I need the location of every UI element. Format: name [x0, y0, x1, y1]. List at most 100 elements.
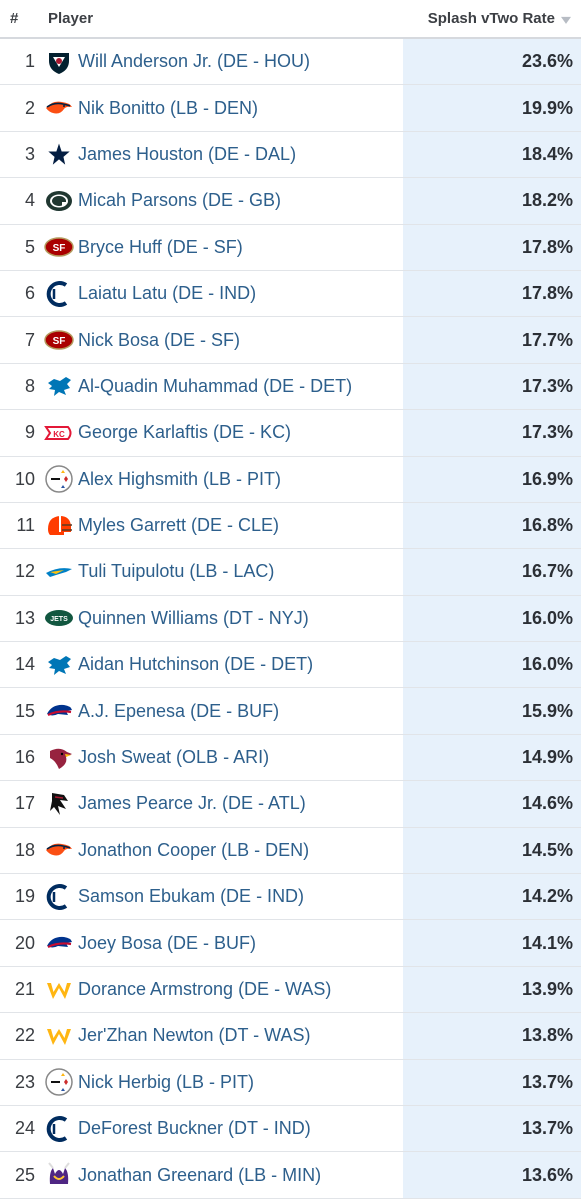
table-row: 8 Al-Quadin Muhammad (DE - DET) 17.3% [0, 363, 581, 411]
rank-cell: 25 [14, 1164, 35, 1185]
rank-cell: 18 [14, 839, 35, 860]
steelers-logo-icon [44, 1067, 74, 1097]
bills-logo-icon [44, 696, 74, 726]
svg-text:SF: SF [53, 336, 66, 347]
rank-column-header: # [10, 10, 19, 27]
lions-logo-icon [44, 650, 74, 680]
table-row: 4 Micah Parsons (DE - GB) 18.2% [0, 178, 581, 225]
player-link[interactable]: Nick Bosa (DE - SF) [78, 329, 241, 350]
player-link[interactable]: Al-Quadin Muhammad (DE - DET) [78, 375, 353, 396]
player-link[interactable]: Samson Ebukam (DE - IND) [78, 886, 305, 907]
player-link[interactable]: Josh Sweat (OLB - ARI) [78, 747, 270, 768]
player-link[interactable]: Jer'Zhan Newton (DT - WAS) [78, 1025, 311, 1046]
player-link[interactable]: Alex Highsmith (LB - PIT) [78, 468, 282, 489]
player-link[interactable]: Myles Garrett (DE - CLE) [78, 515, 280, 536]
rank-cell: 19 [14, 886, 35, 907]
49ers-logo-icon: SF [44, 325, 74, 355]
table-row: 2 Nik Bonitto (LB - DEN) 19.9% [0, 85, 581, 132]
commanders-logo-icon [44, 975, 74, 1005]
packers-logo-icon [44, 186, 74, 216]
texans-logo-icon [44, 47, 74, 77]
table-row: 7 SF Nick Bosa (DE - SF) 17.7% [0, 317, 581, 364]
table-row: 6 Laiatu Latu (DE - IND) 17.8% [0, 270, 581, 318]
player-link[interactable]: Laiatu Latu (DE - IND) [78, 283, 257, 304]
svg-text:SF: SF [53, 243, 66, 254]
splash-rate-cell: 16.0% [403, 595, 581, 642]
splash-rate-cell: 17.7% [403, 317, 581, 363]
rank-cell: 13 [14, 607, 35, 628]
player-link[interactable]: DeForest Buckner (DT - IND) [78, 1118, 311, 1139]
player-link[interactable]: Tuli Tuipulotu (LB - LAC) [78, 561, 275, 582]
rate-column-header[interactable]: Splash vTwo Rate [403, 10, 581, 27]
player-link[interactable]: Nick Herbig (LB - PIT) [78, 1071, 255, 1092]
player-link[interactable]: Will Anderson Jr. (DE - HOU) [78, 51, 311, 72]
player-link[interactable]: James Houston (DE - DAL) [78, 143, 297, 164]
commanders-logo-icon [44, 1021, 74, 1051]
table-row: 21 Dorance Armstrong (DE - WAS) 13.9% [0, 966, 581, 1014]
player-link[interactable]: Jonathan Greenard (LB - MIN) [78, 1164, 322, 1185]
bills-logo-icon [44, 928, 74, 958]
splash-rate-cell: 14.9% [403, 734, 581, 781]
splash-rate-cell: 14.1% [403, 920, 581, 966]
player-link[interactable]: James Pearce Jr. (DE - ATL) [78, 793, 306, 814]
player-link[interactable]: Bryce Huff (DE - SF) [78, 236, 243, 257]
steelers-logo-icon [44, 464, 74, 494]
rank-cell: 4 [24, 190, 35, 211]
player-link[interactable]: A.J. Epenesa (DE - BUF) [78, 700, 280, 721]
player-link[interactable]: Dorance Armstrong (DE - WAS) [78, 979, 332, 999]
sort-descending-icon[interactable] [561, 16, 571, 24]
splash-rate-cell: 13.9% [403, 966, 581, 1013]
player-link[interactable]: Quinnen Williams (DT - NYJ) [78, 607, 309, 628]
table-row: 12 Tuli Tuipulotu (LB - LAC) 16.7% [0, 549, 581, 596]
rank-cell: 20 [14, 932, 35, 953]
rate-column-header-label: Splash vTwo Rate [427, 10, 555, 27]
rank-cell: 12 [14, 561, 35, 582]
table-row: 25 Jonathan Greenard (LB - MIN) 13.6% [0, 1152, 581, 1199]
table-body: 1 Will Anderson Jr. (DE - HOU) 23.6% 2 Nik B… [0, 39, 581, 1199]
table-row: 9 KC George Karlaftis (DE - KC) 17.3% [0, 410, 581, 457]
browns-logo-icon [44, 511, 74, 541]
rank-cell: 7 [24, 329, 35, 350]
player-link[interactable]: Nik Bonitto (LB - DEN) [78, 97, 259, 118]
table-row: 10 Alex Highsmith (LB - PIT) 16.9% [0, 456, 581, 503]
rank-cell: 5 [24, 236, 35, 257]
table-row: 13 JETS Quinnen Williams (DT - NYJ) 16.0% [0, 595, 581, 643]
splash-rate-cell: 16.9% [403, 456, 581, 502]
splash-rate-cell: 13.8% [403, 1013, 581, 1059]
player-link[interactable]: Joey Bosa (DE - BUF) [78, 932, 257, 953]
svg-text:KC: KC [53, 430, 65, 439]
lions-logo-icon [44, 371, 74, 401]
table-row: 1 Will Anderson Jr. (DE - HOU) 23.6% [0, 39, 581, 86]
49ers-logo-icon: SF [44, 232, 74, 262]
rank-cell: 8 [24, 375, 35, 396]
rank-cell: 1 [24, 51, 35, 72]
falcons-logo-icon [44, 789, 74, 819]
table-row: 24 DeForest Buckner (DT - IND) 13.7% [0, 1105, 581, 1153]
splash-rate-cell: 13.7% [403, 1059, 581, 1105]
player-link[interactable]: George Karlaftis (DE - KC) [78, 422, 292, 443]
rank-cell: 9 [24, 422, 35, 443]
chargers-logo-icon [44, 557, 74, 587]
colts-logo-icon [44, 882, 74, 912]
table-row: 22 Jer'Zhan Newton (DT - WAS) 13.8% [0, 1013, 581, 1060]
table-row: 5 SF Bryce Huff (DE - SF) 17.8% [0, 224, 581, 271]
splash-rate-cell: 18.2% [403, 178, 581, 224]
rank-cell: 2 [24, 97, 35, 118]
cardinals-logo-icon [44, 743, 74, 773]
player-link[interactable]: Aidan Hutchinson (DE - DET) [78, 654, 314, 675]
table-row: 3 James Houston (DE - DAL) 18.4% [0, 131, 581, 179]
colts-logo-icon [44, 1114, 74, 1144]
broncos-logo-icon [44, 93, 74, 123]
splash-rate-cell: 16.0% [403, 642, 581, 688]
table-row: 18 Jonathon Cooper (LB - DEN) 14.5% [0, 827, 581, 875]
splash-rate-cell: 15.9% [403, 688, 581, 734]
splash-rate-cell: 13.7% [403, 1105, 581, 1152]
chiefs-logo-icon: KC [44, 418, 74, 448]
cowboys-logo-icon [44, 139, 74, 169]
player-link[interactable]: Jonathon Cooper (LB - DEN) [78, 839, 310, 860]
table-header: # Player Splash vTwo Rate [0, 0, 581, 39]
player-column-header[interactable]: Player [48, 10, 94, 27]
splash-rate-cell: 23.6% [403, 39, 581, 85]
rank-cell: 11 [16, 515, 35, 536]
player-link[interactable]: Micah Parsons (DE - GB) [78, 190, 282, 211]
